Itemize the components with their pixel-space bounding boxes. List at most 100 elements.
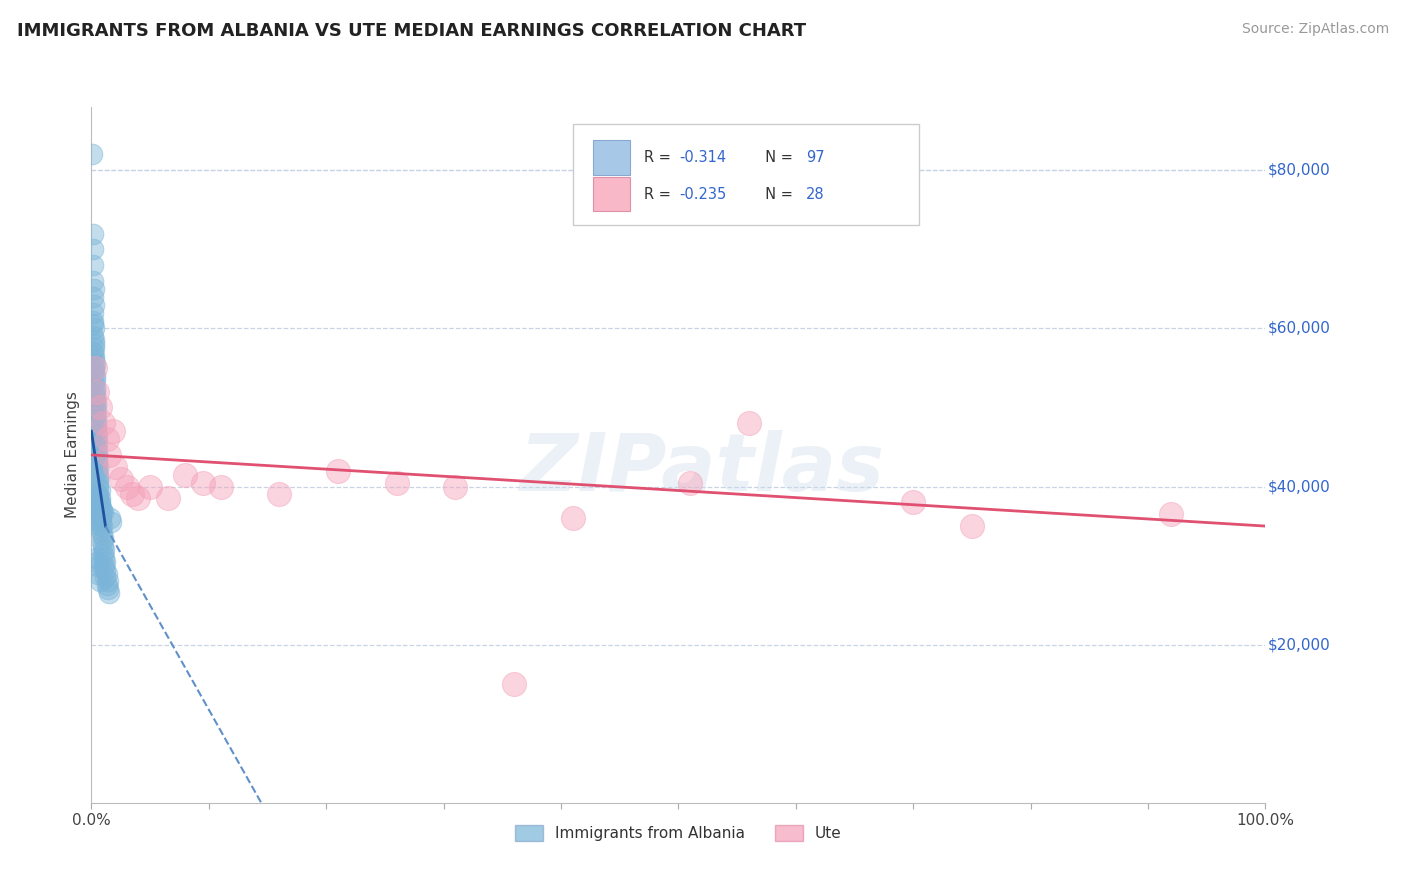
Point <box>94 563 117 577</box>
Point <box>87 487 110 501</box>
Point <box>84 409 107 423</box>
Point <box>87 467 110 482</box>
FancyBboxPatch shape <box>572 124 920 226</box>
Point <box>89 491 111 506</box>
Point <box>84 420 107 434</box>
Point <box>91 505 114 519</box>
Point <box>98 586 121 600</box>
Point <box>84 373 107 387</box>
Point <box>1160 507 1182 521</box>
Text: 97: 97 <box>807 151 825 165</box>
Point <box>86 448 108 462</box>
Text: R =: R = <box>644 186 676 202</box>
Point <box>83 298 105 312</box>
Point <box>84 404 107 418</box>
Point <box>94 555 117 569</box>
Point <box>84 381 107 395</box>
Point <box>86 384 108 399</box>
Point <box>93 542 115 557</box>
Point <box>86 464 108 478</box>
Point <box>89 500 111 514</box>
Point <box>90 515 112 529</box>
Point <box>115 479 138 493</box>
FancyBboxPatch shape <box>593 140 630 175</box>
Point <box>91 531 114 545</box>
Point <box>86 436 108 450</box>
Point <box>87 558 110 573</box>
Point <box>84 507 107 521</box>
Point <box>89 507 111 521</box>
Point <box>91 519 114 533</box>
Point <box>84 495 107 509</box>
Point <box>101 424 124 438</box>
Point <box>86 428 108 442</box>
Point <box>84 424 107 438</box>
Point <box>269 487 291 501</box>
Point <box>84 513 107 527</box>
Point <box>86 444 108 458</box>
Point <box>84 417 107 431</box>
Point <box>83 365 105 379</box>
Point <box>84 368 107 383</box>
Text: ZIPatlas: ZIPatlas <box>519 430 884 508</box>
Point <box>561 511 583 525</box>
Point <box>87 459 110 474</box>
Point <box>174 467 197 482</box>
Point <box>84 392 107 407</box>
Legend: Immigrants from Albania, Ute: Immigrants from Albania, Ute <box>509 819 848 847</box>
Point <box>89 574 111 589</box>
Point <box>86 517 108 532</box>
Point <box>86 451 108 466</box>
Point <box>90 507 112 521</box>
Point <box>91 534 114 549</box>
Point <box>84 357 107 371</box>
Point <box>385 475 408 490</box>
Point <box>91 539 114 553</box>
Text: R =: R = <box>644 151 676 165</box>
Point <box>83 341 105 355</box>
Point <box>82 305 104 319</box>
Point <box>89 497 111 511</box>
Point <box>82 274 104 288</box>
Point <box>82 313 104 327</box>
Point <box>91 547 114 561</box>
Point <box>90 523 112 537</box>
Point <box>87 566 110 581</box>
Point <box>86 456 108 470</box>
Point <box>89 495 111 509</box>
Point <box>156 491 179 506</box>
Point <box>84 401 107 415</box>
Point <box>100 515 122 529</box>
Point <box>82 227 104 241</box>
Point <box>110 472 132 486</box>
Point <box>901 495 924 509</box>
Point <box>84 361 107 376</box>
Point <box>90 503 112 517</box>
Point <box>83 353 105 368</box>
Point <box>83 282 105 296</box>
Point <box>87 479 110 493</box>
Point <box>86 555 108 569</box>
Point <box>82 345 104 359</box>
Text: -0.235: -0.235 <box>679 186 727 202</box>
Point <box>444 479 467 493</box>
Point <box>139 479 162 493</box>
Point <box>84 396 107 410</box>
Point <box>89 483 111 498</box>
Point <box>97 574 120 589</box>
Point <box>80 147 103 161</box>
Point <box>121 487 143 501</box>
Text: 28: 28 <box>807 186 825 202</box>
Point <box>91 503 114 517</box>
Point <box>94 570 117 584</box>
Point <box>83 321 105 335</box>
Point <box>91 417 114 431</box>
Point <box>209 479 232 493</box>
Point <box>84 412 107 426</box>
Point <box>83 333 105 347</box>
Point <box>679 475 702 490</box>
Point <box>96 578 118 592</box>
Point <box>127 491 149 506</box>
Point <box>93 550 115 565</box>
Point <box>96 566 118 581</box>
